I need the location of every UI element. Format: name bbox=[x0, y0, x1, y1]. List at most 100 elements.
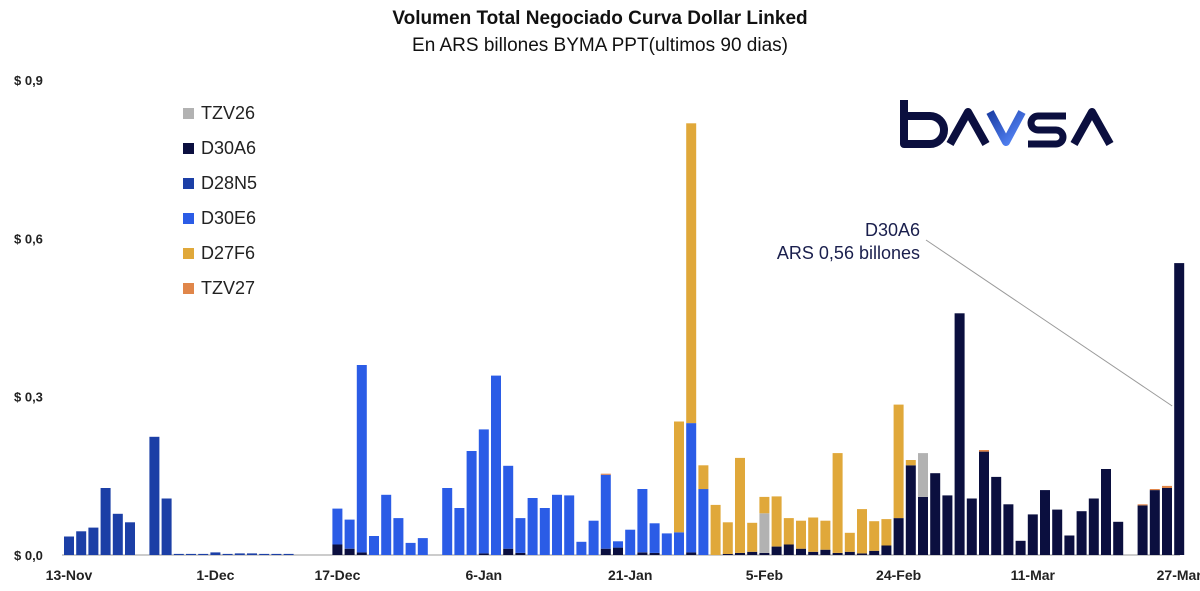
bar-d28n5 bbox=[283, 553, 294, 555]
bar-d28n5 bbox=[210, 552, 221, 555]
bar-d30a6 bbox=[735, 552, 745, 555]
bar-d30e6 bbox=[552, 494, 562, 555]
bar-tzv27 bbox=[600, 473, 611, 475]
annotation-leader-line bbox=[925, 239, 1173, 407]
bar-d30e6 bbox=[393, 518, 404, 555]
bar-tzv26 bbox=[759, 513, 770, 553]
legend-item-tzv27: TZV27 bbox=[183, 271, 257, 306]
bar-d30e6 bbox=[417, 538, 428, 555]
bar-d30a6 bbox=[1174, 263, 1185, 555]
bar-d30a6 bbox=[783, 544, 794, 555]
legend-label: D30A6 bbox=[201, 138, 257, 158]
bar-d30a6 bbox=[893, 518, 904, 555]
legend-item-d30e6: D30E6 bbox=[183, 201, 257, 236]
bar-d30a6 bbox=[515, 552, 526, 555]
y-tick-label: $ 0,0 bbox=[14, 548, 43, 563]
bar-d27f6 bbox=[747, 522, 758, 552]
bar-d30a6 bbox=[771, 546, 782, 555]
bar-d30a6 bbox=[954, 313, 965, 555]
bar-d30a6 bbox=[869, 550, 880, 555]
bar-d30e6 bbox=[515, 518, 526, 553]
annotation-value: ARS 0,56 billones bbox=[776, 243, 920, 263]
bar-d28n5 bbox=[247, 553, 257, 555]
bar-d30e6 bbox=[466, 451, 477, 555]
bar-d27f6 bbox=[808, 517, 819, 552]
bar-d30a6 bbox=[1113, 521, 1124, 556]
bar-d30e6 bbox=[344, 519, 355, 549]
bar-d30a6 bbox=[930, 473, 941, 555]
bar-d30a6 bbox=[1162, 488, 1172, 555]
bar-d27f6 bbox=[844, 532, 855, 552]
legend-item-tzv26: TZV26 bbox=[183, 96, 257, 131]
bar-d30e6 bbox=[332, 508, 343, 545]
bar-d28n5 bbox=[271, 553, 282, 555]
bar-d30a6 bbox=[686, 552, 697, 555]
bar-d27f6 bbox=[881, 519, 892, 546]
bar-d28n5 bbox=[76, 531, 87, 556]
x-tick-label: 5-Feb bbox=[746, 567, 783, 583]
legend-swatch bbox=[183, 248, 194, 259]
bar-d30e6 bbox=[613, 541, 623, 548]
bar-d30a6 bbox=[637, 552, 648, 555]
bar-d27f6 bbox=[722, 522, 733, 554]
bar-d30a6 bbox=[905, 465, 916, 555]
bar-d27f6 bbox=[832, 453, 843, 553]
bar-d27f6 bbox=[674, 421, 684, 533]
bar-d30e6 bbox=[405, 542, 416, 555]
bar-d30a6 bbox=[1088, 498, 1099, 555]
bar-d27f6 bbox=[893, 404, 904, 519]
x-tick-label: 11-Mar bbox=[1011, 567, 1056, 583]
bar-d30a6 bbox=[844, 551, 855, 555]
bar-d30a6 bbox=[759, 552, 770, 555]
bar-d30a6 bbox=[600, 548, 611, 555]
bar-d30e6 bbox=[564, 495, 575, 555]
bar-d27f6 bbox=[796, 520, 806, 549]
bar-d30a6 bbox=[1003, 504, 1014, 555]
x-tick-label: 27-Mar bbox=[1157, 567, 1200, 583]
bar-d28n5 bbox=[64, 536, 74, 555]
bar-d27f6 bbox=[771, 496, 782, 547]
bar-tzv27 bbox=[979, 450, 989, 452]
bar-d30a6 bbox=[722, 553, 733, 555]
bar-d27f6 bbox=[686, 123, 697, 424]
bar-d30a6 bbox=[332, 544, 343, 555]
bar-d30e6 bbox=[356, 365, 367, 553]
annotation-d30a6: D30A6 ARS 0,56 billones bbox=[700, 219, 920, 265]
bar-d30a6 bbox=[832, 552, 843, 555]
bar-d27f6 bbox=[869, 521, 880, 551]
bar-d30a6 bbox=[649, 552, 660, 555]
annotation-title: D30A6 bbox=[864, 220, 920, 240]
x-tick-label: 21-Jan bbox=[608, 567, 652, 583]
bar-d27f6 bbox=[857, 509, 867, 554]
bavsa-logo bbox=[900, 100, 1114, 148]
legend-label: D30E6 bbox=[201, 208, 257, 228]
legend-item-d30a6: D30A6 bbox=[183, 131, 257, 166]
bar-d30a6 bbox=[1137, 505, 1148, 555]
bar-d30a6 bbox=[747, 551, 758, 555]
chart-title: Volumen Total Negociado Curva Dollar Lin… bbox=[392, 8, 808, 29]
bar-d30a6 bbox=[857, 553, 867, 555]
bar-d30e6 bbox=[576, 541, 587, 555]
bar-d30e6 bbox=[637, 489, 648, 553]
x-tick-label: 1-Dec bbox=[196, 567, 234, 583]
bar-d30a6 bbox=[344, 548, 355, 555]
bar-d30e6 bbox=[442, 488, 453, 555]
legend-swatch bbox=[183, 213, 194, 224]
y-tick-label: $ 0,6 bbox=[14, 231, 43, 246]
legend-item-d27f6: D27F6 bbox=[183, 236, 257, 271]
bar-d30a6 bbox=[503, 548, 514, 555]
bar-d27f6 bbox=[710, 504, 721, 555]
x-tick-label: 24-Feb bbox=[876, 567, 921, 583]
bar-d30a6 bbox=[942, 495, 953, 555]
bar-d30a6 bbox=[881, 545, 892, 555]
bar-d30a6 bbox=[1101, 469, 1111, 555]
bar-d30a6 bbox=[991, 476, 1002, 555]
bar-d28n5 bbox=[88, 527, 99, 555]
legend-item-d28n5: D28N5 bbox=[183, 166, 257, 201]
bar-d28n5 bbox=[149, 436, 160, 555]
x-tick-label: 17-Dec bbox=[314, 567, 360, 583]
bar-d30a6 bbox=[478, 553, 489, 555]
legend-label: TZV26 bbox=[201, 103, 256, 123]
bar-d30e6 bbox=[491, 375, 501, 555]
legend-swatch bbox=[183, 143, 194, 154]
